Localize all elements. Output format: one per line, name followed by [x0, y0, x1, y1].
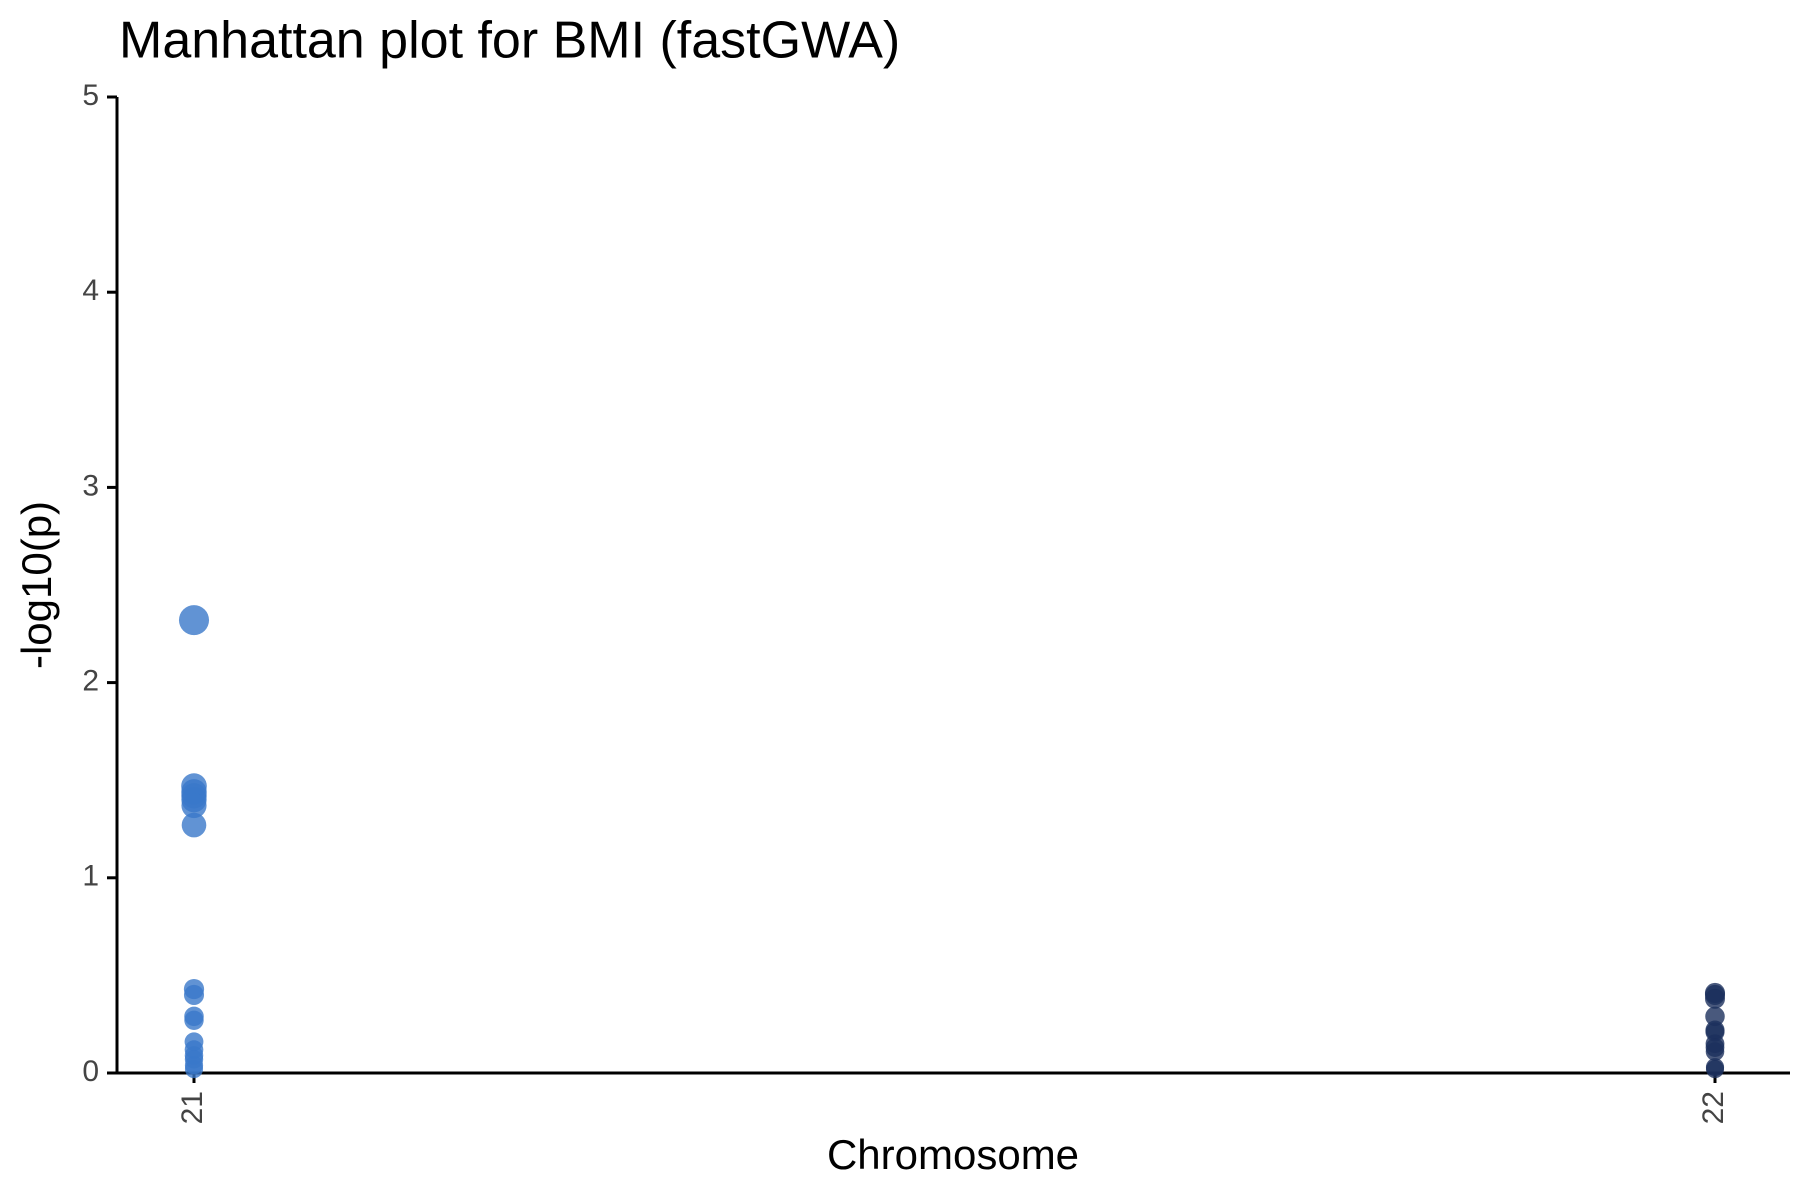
y-tick-label: 0	[82, 1055, 99, 1088]
point	[1705, 1042, 1725, 1061]
y-axis-title: -log10(p)	[13, 501, 60, 669]
point	[184, 1060, 204, 1079]
point	[1705, 1006, 1725, 1027]
x-axis-title: Chromosome	[827, 1131, 1079, 1178]
y-tick-label: 2	[82, 665, 99, 698]
chart-title: Manhattan plot for BMI (fastGWA)	[119, 12, 900, 70]
y-tick-label: 5	[82, 79, 99, 112]
y-tick-label: 1	[82, 860, 99, 893]
x-tick-label: 22	[1697, 1091, 1730, 1124]
point	[181, 812, 207, 838]
point	[1705, 1060, 1725, 1079]
point	[1705, 988, 1725, 1009]
y-tick-label: 4	[82, 274, 99, 307]
point	[178, 605, 210, 636]
point	[183, 984, 205, 1005]
point	[184, 1010, 204, 1030]
y-tick-label: 3	[82, 469, 99, 502]
x-tick-label: 21	[176, 1091, 209, 1124]
point	[181, 793, 207, 819]
